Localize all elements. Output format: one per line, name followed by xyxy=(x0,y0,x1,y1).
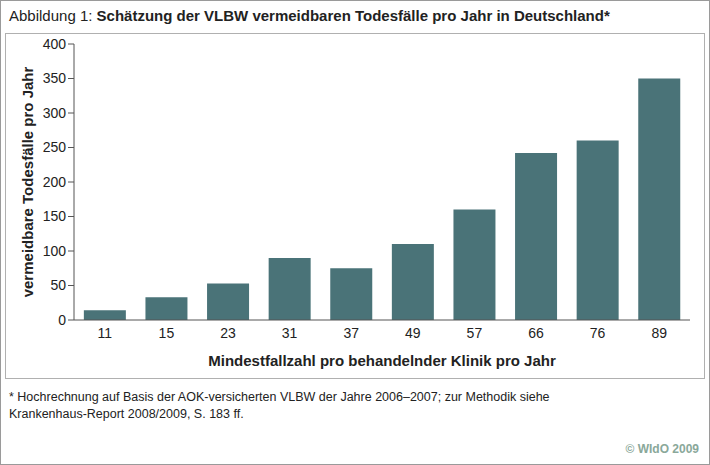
svg-text:89: 89 xyxy=(651,325,667,341)
svg-text:57: 57 xyxy=(467,325,483,341)
svg-text:49: 49 xyxy=(405,325,421,341)
svg-text:Mindestfallzahl pro behandelnd: Mindestfallzahl pro behandelnder Klinik … xyxy=(208,352,556,369)
svg-text:300: 300 xyxy=(43,105,67,121)
svg-text:50: 50 xyxy=(50,277,66,293)
svg-text:23: 23 xyxy=(220,325,236,341)
svg-text:400: 400 xyxy=(43,36,67,52)
svg-text:250: 250 xyxy=(43,139,67,155)
svg-text:350: 350 xyxy=(43,70,67,86)
svg-text:150: 150 xyxy=(43,208,67,224)
svg-text:66: 66 xyxy=(528,325,544,341)
svg-text:100: 100 xyxy=(43,243,67,259)
svg-text:76: 76 xyxy=(590,325,606,341)
svg-text:vermeidbare Todesfälle pro Jah: vermeidbare Todesfälle pro Jahr xyxy=(19,67,36,298)
html-text:Abbildung 1: Schätzung der VLB: Abbildung 1: Schätzung der VLBW vermeidb… xyxy=(9,7,610,24)
html-text:* Hochrechnung auf Basis der A: * Hochrechnung auf Basis der AOK-versich… xyxy=(9,390,550,421)
svg-text:15: 15 xyxy=(159,325,175,341)
svg-text:0: 0 xyxy=(58,312,66,328)
svg-text:31: 31 xyxy=(282,325,298,341)
svg-text:37: 37 xyxy=(343,325,359,341)
svg-text:11: 11 xyxy=(98,325,113,341)
svg-text:200: 200 xyxy=(43,174,67,190)
html-text:© WIdO 2009: © WIdO 2009 xyxy=(625,442,699,456)
